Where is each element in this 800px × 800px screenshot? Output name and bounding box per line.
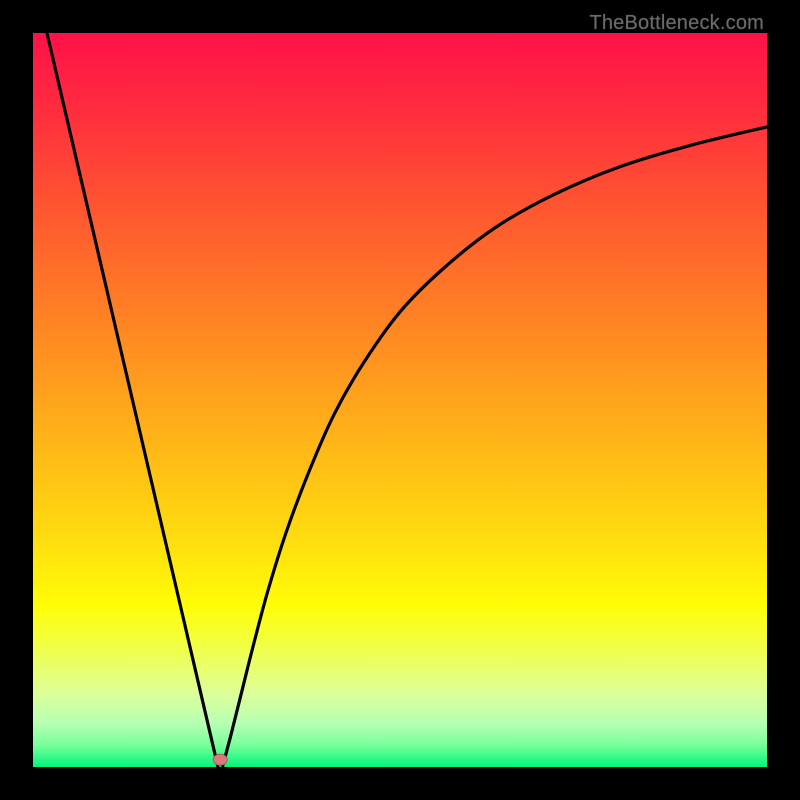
plot-area [33,33,767,767]
watermark-text: TheBottleneck.com [589,12,764,35]
minimum-marker [213,754,227,765]
chart-svg [33,33,767,767]
gradient-background [33,33,767,767]
